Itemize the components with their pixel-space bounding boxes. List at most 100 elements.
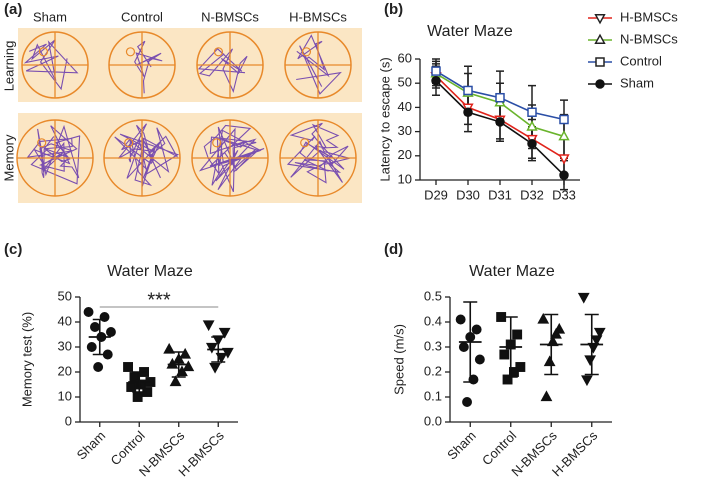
sd-bar xyxy=(211,336,226,363)
legend-marker xyxy=(594,33,606,44)
y-tick-label: 0.0 xyxy=(424,413,442,428)
platform xyxy=(212,138,222,148)
marker xyxy=(558,154,570,165)
y-tick-label: 0.1 xyxy=(424,388,442,403)
marker xyxy=(495,92,505,103)
platform xyxy=(301,47,312,57)
panel-label: (b) xyxy=(384,1,403,18)
sd-bar xyxy=(503,316,518,378)
y-tick-label: 40 xyxy=(398,99,412,114)
y-tick-label: 0.3 xyxy=(424,338,442,353)
track xyxy=(197,48,248,94)
marker xyxy=(471,324,482,335)
column-label: H-BMSCs xyxy=(289,9,347,24)
legend-label: N-BMSCs xyxy=(620,31,678,46)
y-tick-label: 10 xyxy=(58,388,72,403)
marker xyxy=(550,327,562,339)
legend-marker xyxy=(595,57,605,67)
y-axis-label: Memory test (%) xyxy=(19,312,34,407)
marker xyxy=(512,329,523,340)
marker xyxy=(135,379,146,390)
legend-label: H-BMSCs xyxy=(620,9,678,24)
marker xyxy=(132,392,143,402)
marker xyxy=(581,375,593,387)
marker xyxy=(179,347,192,359)
marker xyxy=(458,342,469,352)
marker xyxy=(559,170,569,180)
chart-title: Water Maze xyxy=(427,23,513,40)
marker xyxy=(509,367,519,377)
y-tick-label: 40 xyxy=(58,313,72,328)
column-label: Control xyxy=(121,9,163,24)
maze-tracks xyxy=(16,31,357,197)
row-label: Memory xyxy=(1,134,16,181)
legend-label: Sham xyxy=(620,75,654,90)
y-tick-label: 10 xyxy=(398,171,412,186)
marker xyxy=(515,362,526,372)
marker xyxy=(86,342,97,352)
marker xyxy=(123,362,133,372)
panel-label: (c) xyxy=(4,241,22,258)
marker xyxy=(455,314,466,325)
x-tick-label: D29 xyxy=(424,187,448,202)
marker xyxy=(202,320,215,332)
row-label: Learning xyxy=(1,41,16,92)
marker xyxy=(463,85,473,96)
track xyxy=(114,123,180,187)
marker xyxy=(431,76,441,86)
column-label: N-BMSCs xyxy=(201,9,259,24)
marker xyxy=(527,138,537,149)
track xyxy=(296,34,342,95)
marker xyxy=(593,327,606,339)
x-tick-label: Control xyxy=(479,428,519,468)
sd-bar xyxy=(92,318,107,356)
significance-label: *** xyxy=(147,289,171,311)
y-axis-label: Latency to escape (s) xyxy=(377,57,392,181)
marker xyxy=(462,397,472,407)
track xyxy=(134,40,163,94)
marker xyxy=(495,117,505,127)
marker xyxy=(577,292,590,304)
column-label: Sham xyxy=(33,9,67,24)
sd-bar xyxy=(584,313,599,376)
marker xyxy=(90,322,100,332)
x-tick-label: Sham xyxy=(444,428,479,463)
marker xyxy=(499,349,510,360)
marker xyxy=(559,114,569,125)
sd-bar xyxy=(132,371,147,393)
y-axis-label: Speed (m/s) xyxy=(391,324,406,395)
y-tick-label: 60 xyxy=(398,50,412,65)
marker xyxy=(163,342,176,354)
marker xyxy=(218,327,231,339)
x-tick-label: D33 xyxy=(552,187,576,202)
marker xyxy=(169,375,182,387)
chart-title: Water Maze xyxy=(469,263,555,280)
marker xyxy=(93,362,104,372)
marker xyxy=(502,374,513,385)
marker xyxy=(543,355,556,367)
sd-bar xyxy=(463,301,478,383)
marker xyxy=(106,327,116,337)
marker xyxy=(126,382,137,392)
y-tick-label: 20 xyxy=(58,363,72,378)
marker xyxy=(463,107,473,117)
x-tick-label: Sham xyxy=(74,428,109,463)
marker xyxy=(215,352,228,364)
platform xyxy=(125,47,136,57)
marker xyxy=(540,390,553,402)
platform xyxy=(300,138,310,148)
y-tick-label: 20 xyxy=(398,147,412,162)
platform xyxy=(213,47,224,57)
platform xyxy=(37,138,47,148)
y-tick-label: 0.2 xyxy=(424,363,442,378)
marker xyxy=(527,107,537,117)
marker xyxy=(209,362,221,374)
marker xyxy=(176,365,188,377)
sd-bar xyxy=(171,351,186,378)
x-tick-label: D30 xyxy=(456,187,480,202)
y-tick-label: 0.4 xyxy=(424,313,442,328)
panel-label: (d) xyxy=(384,241,403,258)
track xyxy=(26,124,81,185)
x-tick-label: D31 xyxy=(488,187,512,202)
y-tick-label: 30 xyxy=(398,123,412,138)
